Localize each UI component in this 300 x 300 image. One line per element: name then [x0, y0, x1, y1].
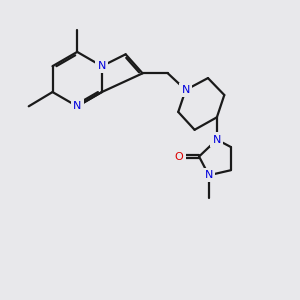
- Text: O: O: [175, 152, 184, 161]
- Text: N: N: [205, 170, 213, 180]
- Text: N: N: [98, 61, 106, 71]
- Text: N: N: [73, 101, 81, 111]
- Text: N: N: [182, 85, 190, 95]
- Text: N: N: [213, 135, 221, 145]
